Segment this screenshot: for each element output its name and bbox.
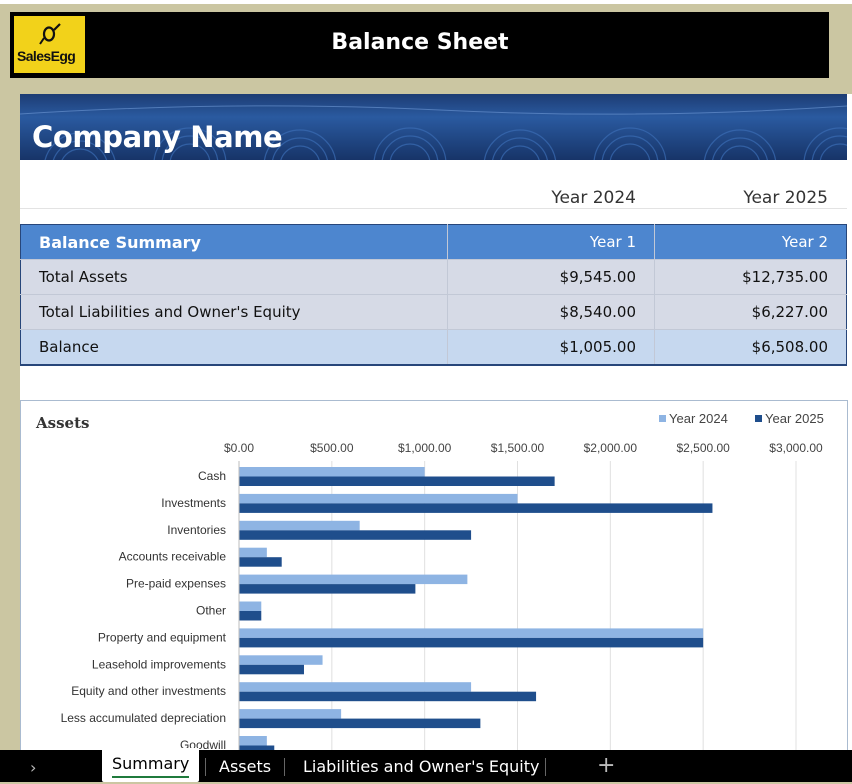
plus-icon[interactable]: + [597,753,616,778]
year-divider [20,208,847,209]
category-label: Leasehold improvements [92,657,226,671]
table-row-balance: Balance $1,005.00 $6,508.00 [20,329,847,366]
worksheet: Company Name Year 2024 Year 2025 Balance… [20,94,852,751]
row-value-year-1[interactable]: $8,540.00 [447,294,655,330]
legend-swatch [755,415,762,422]
row-value-year-2[interactable]: $12,735.00 [654,259,847,295]
salesegg-logo: SalesEgg [14,16,85,73]
bar [239,476,555,486]
category-label: Investments [161,496,226,510]
table-row: Total Liabilities and Owner's Equity $8,… [20,294,847,330]
bar [239,718,481,729]
category-label: Accounts receivable [119,550,227,564]
tab-summary[interactable]: Summary [102,748,200,782]
bar [239,691,537,702]
assets-chart[interactable]: Assets Year 2024 Year 2025 $0.00 $500.00 $1,0… [20,400,848,751]
bar [239,493,518,504]
balance-summary-table: Balance Summary Year 1 Year 2 Total Asse… [20,224,847,366]
category-label: Less accumulated depreciation [61,711,226,725]
x-tick-label: $0.00 [224,441,254,455]
bar [239,628,704,638]
tab-assets[interactable]: Assets [219,750,271,782]
category-label: Property and equipment [98,630,227,644]
header-col-year-1[interactable]: Year 1 [447,224,655,260]
x-tick-label: $500.00 [310,441,354,455]
bar [239,530,472,540]
assets-bar-chart-svg: Assets Year 2024 Year 2025 $0.00 $500.00 $1,0… [35,411,824,751]
bar [239,682,472,692]
header-col-year-2[interactable]: Year 2 [654,224,847,260]
bar [239,664,304,675]
table-header-row: Balance Summary Year 1 Year 2 [20,224,847,260]
chevron-right-icon[interactable]: › [30,758,37,777]
legend-entry: Year 2025 [765,411,824,426]
category-label: Inventories [167,523,226,537]
x-tick-label: $1,500.00 [491,441,545,455]
tab-assets-label: Assets [219,757,272,776]
row-label[interactable]: Total Liabilities and Owner's Equity [20,294,448,330]
year-2-label: Year 2025 [743,188,828,208]
tab-separator [284,758,285,776]
sheet-tab-bar: › Summary Assets Liabilities and Owner's… [0,748,852,782]
x-tick-label: $2,500.00 [676,441,730,455]
title-bar: SalesEgg Balance Sheet [10,12,829,78]
bar [239,503,713,513]
table-row: Total Assets $9,545.00 $12,735.00 [20,259,847,295]
company-banner: Company Name [20,94,847,160]
tab-liabilities-label: Liabilities and Owner's Equity [303,757,540,776]
window-top-strip [0,0,852,4]
year-1-label: Year 2024 [551,188,636,208]
bar [239,557,282,567]
page-title: Balance Sheet [331,30,509,55]
legend-entry: Year 2024 [669,411,728,426]
tab-liabilities[interactable]: Liabilities and Owner's Equity [303,750,539,782]
row-value-year-1[interactable]: $9,545.00 [447,259,655,295]
active-tab-underline [112,776,190,778]
bar [239,709,342,719]
chart-title: Assets [35,414,89,432]
bar [239,584,416,594]
row-value-year-2[interactable]: $6,227.00 [654,294,847,330]
tab-summary-label: Summary [112,754,190,773]
logo-text: SalesEgg [17,48,76,64]
bar [239,736,267,746]
category-label: Equity and other investments [71,684,226,698]
company-name[interactable]: Company Name [32,120,283,154]
row-label[interactable]: Total Assets [20,259,448,295]
x-tick-label: $2,000.00 [584,441,638,455]
bar [239,520,360,531]
bar [239,467,425,477]
tab-separator [545,758,546,776]
bar [239,745,275,751]
row-label[interactable]: Balance [20,329,448,366]
tab-separator [205,758,206,776]
x-tick-label: $3,000.00 [769,441,823,455]
egg-figure-icon [39,23,61,45]
bar [239,611,262,621]
x-tick-label: $1,000.00 [398,441,452,455]
category-label: Pre-paid expenses [126,577,226,591]
bar [239,574,468,585]
row-value-year-2[interactable]: $6,508.00 [654,329,847,366]
bar [239,547,267,558]
category-label: Goodwill [180,738,226,751]
category-label: Cash [198,469,226,483]
legend-swatch [659,415,666,422]
category-label: Other [196,604,226,618]
bar [239,655,323,665]
row-value-year-1[interactable]: $1,005.00 [447,329,655,366]
bar [239,601,262,611]
banner-pattern [20,105,847,160]
header-label[interactable]: Balance Summary [20,224,448,260]
bar [239,637,704,648]
